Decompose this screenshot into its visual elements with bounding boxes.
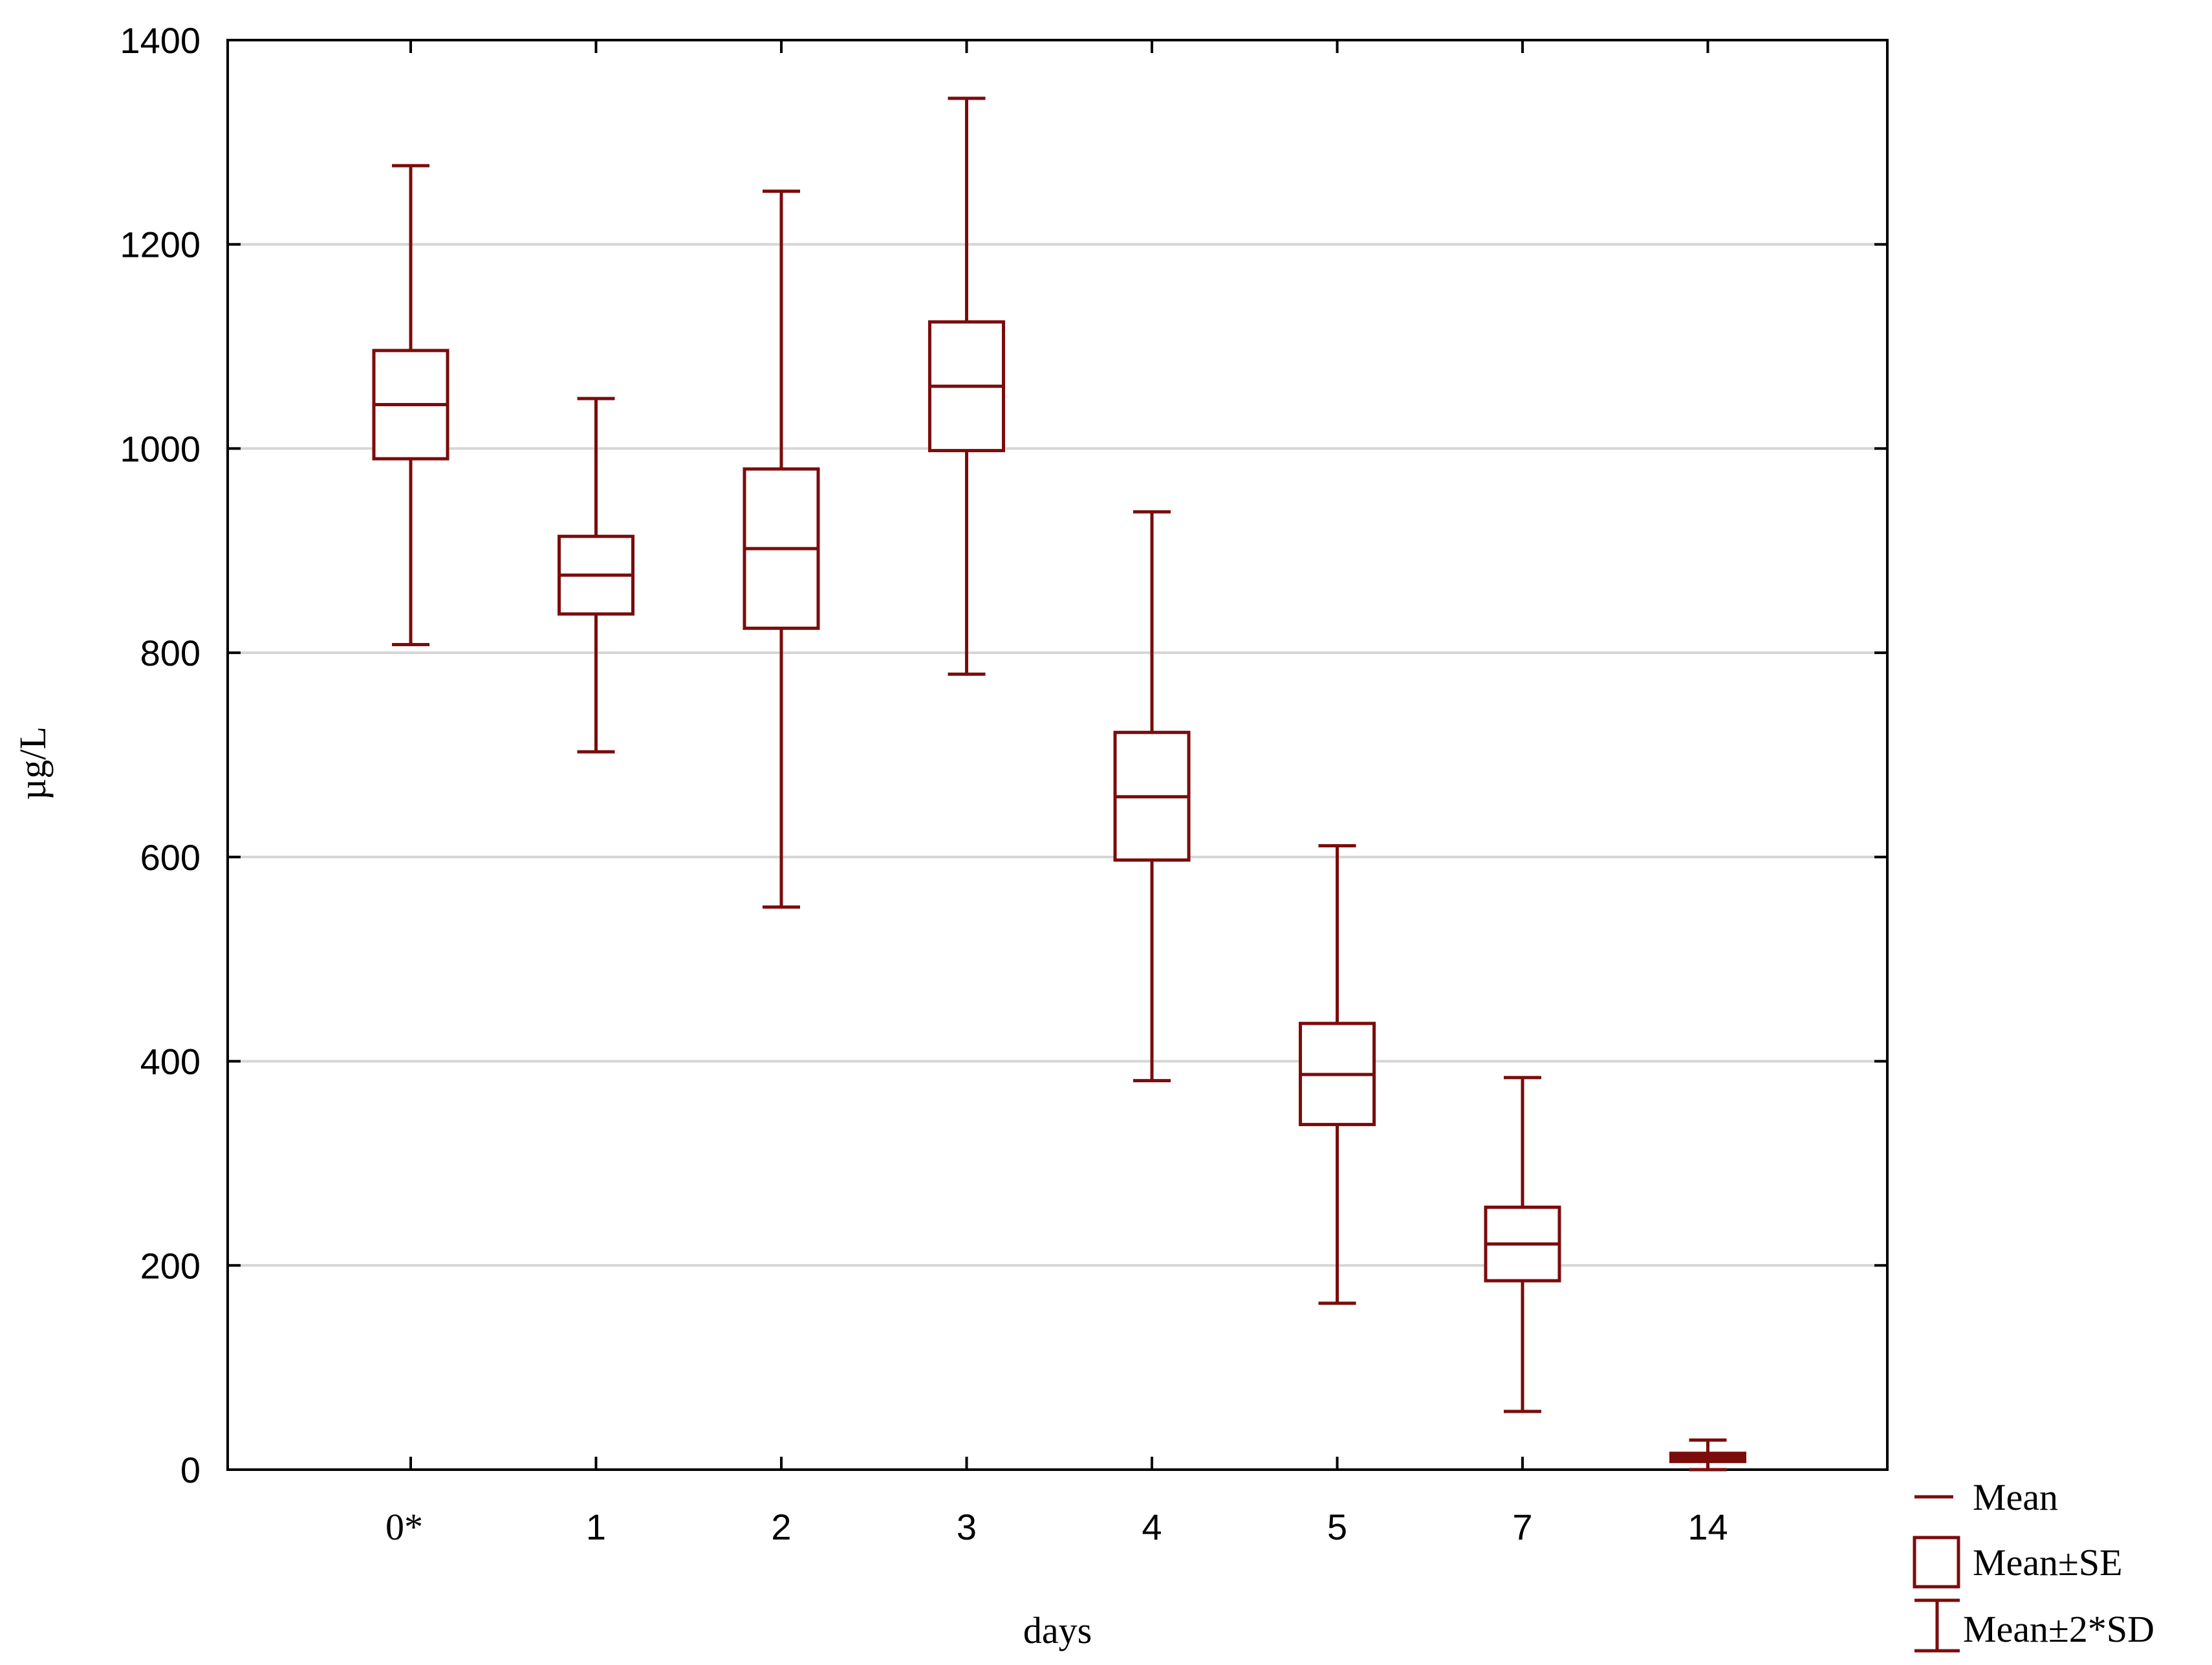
box-7 <box>1669 1438 1746 1472</box>
box-3 <box>928 96 1005 676</box>
x-tick-label-3: 3 <box>957 1507 977 1547</box>
x-tick-label-0: 0* <box>385 1506 423 1548</box>
legend-sd-symbol <box>1914 1598 1960 1653</box>
y-tick-label-1400: 1400 <box>120 20 201 61</box>
y-tick-label-400: 400 <box>140 1041 201 1082</box>
box-series <box>372 96 1746 1472</box>
x-tick-label-4: 4 <box>1142 1507 1162 1547</box>
box-2 <box>743 190 820 909</box>
x-tick-label-7: 14 <box>1687 1507 1728 1547</box>
gridlines <box>228 243 1887 1267</box>
box-0 <box>372 164 450 647</box>
y-tick-label-1200: 1200 <box>120 224 201 265</box>
legend-se-symbol <box>1913 1536 1960 1589</box>
y-tick-label-0: 0 <box>180 1450 201 1490</box>
x-tick-label-1: 1 <box>586 1507 606 1547</box>
x-tick-label-6: 7 <box>1512 1507 1532 1547</box>
y-tick-label-800: 800 <box>140 633 201 673</box>
y-tick-label-600: 600 <box>140 837 201 878</box>
legend-sd-label: Mean±2*SD <box>1963 1608 2154 1650</box>
x-tick-label-2: 2 <box>771 1507 791 1547</box>
box-1 <box>558 397 634 754</box>
y-axis: 0 200 400 600 800 1000 1200 1400 <box>120 20 1887 1490</box>
box-4 <box>1113 510 1191 1083</box>
box-5 <box>1299 843 1376 1305</box>
y-tick-label-1000: 1000 <box>120 428 201 469</box>
legend-mean-label: Mean <box>1973 1476 2058 1518</box>
x-tick-label-5: 5 <box>1327 1507 1347 1547</box>
plot-area-frame <box>226 39 1889 1471</box>
x-axis-label: days <box>1023 1609 1092 1651</box>
y-tick-label-200: 200 <box>140 1245 201 1286</box>
x-axis: 0* 1 2 3 4 5 7 14 <box>385 40 1728 1548</box>
box-6 <box>1484 1076 1561 1413</box>
y-axis-label: µg/L <box>12 726 54 800</box>
legend: Mean Mean±SE Mean±2*SD <box>1913 1476 2154 1653</box>
legend-se-label: Mean±SE <box>1973 1541 2123 1583</box>
